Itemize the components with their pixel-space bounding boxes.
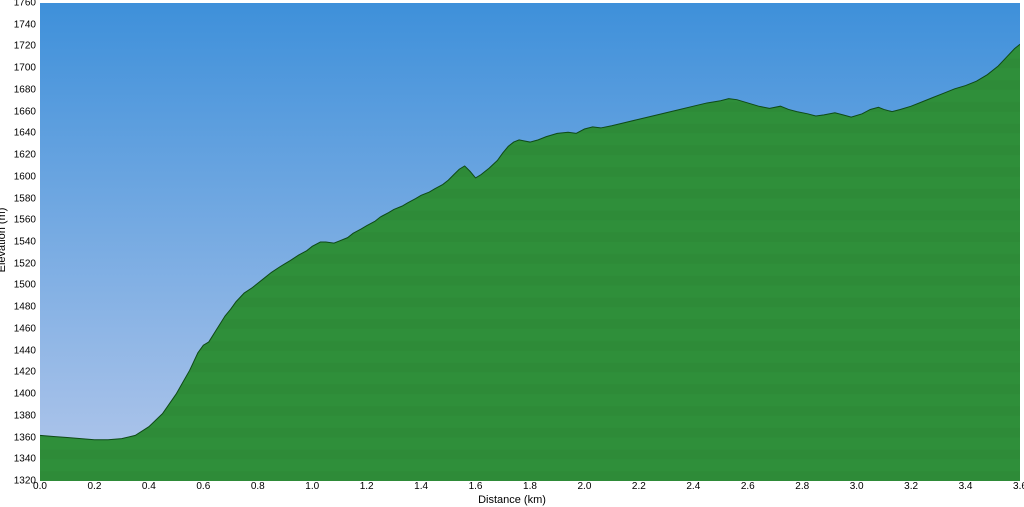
y-tick-label: 1440	[14, 345, 36, 356]
y-tick-label: 1340	[14, 454, 36, 465]
y-tick-label: 1600	[14, 171, 36, 182]
y-tick-label: 1680	[14, 84, 36, 95]
x-tick-label: 1.0	[305, 481, 319, 492]
y-tick-label: 1520	[14, 258, 36, 269]
y-tick-label: 1700	[14, 63, 36, 74]
y-tick-label: 1640	[14, 128, 36, 139]
y-tick-label: 1360	[14, 432, 36, 443]
x-tick-label: 3.4	[959, 481, 973, 492]
x-tick-label: 3.0	[850, 481, 864, 492]
y-tick-label: 1540	[14, 237, 36, 248]
x-tick-label: 0.2	[87, 481, 101, 492]
y-tick-label: 1660	[14, 106, 36, 117]
x-tick-label: 0.8	[251, 481, 265, 492]
elevation-chart: Elevation (m) 13201340136013801400142014…	[0, 0, 1024, 507]
y-tick-label: 1580	[14, 193, 36, 204]
x-tick-label: 0.0	[33, 481, 47, 492]
x-tick-label: 1.8	[523, 481, 537, 492]
x-axis-labels: 0.00.20.40.60.81.01.21.41.61.82.02.22.42…	[40, 481, 1020, 495]
x-tick-label: 0.4	[142, 481, 156, 492]
y-tick-label: 1620	[14, 150, 36, 161]
y-tick-label: 1560	[14, 215, 36, 226]
x-tick-label: 2.4	[686, 481, 700, 492]
x-tick-label: 3.6	[1013, 481, 1024, 492]
x-tick-label: 2.0	[577, 481, 591, 492]
y-tick-label: 1400	[14, 389, 36, 400]
x-axis-title: Distance (km)	[478, 494, 546, 506]
y-tick-label: 1460	[14, 323, 36, 334]
y-tick-label: 1420	[14, 367, 36, 378]
x-tick-label: 2.6	[741, 481, 755, 492]
x-tick-label: 1.2	[360, 481, 374, 492]
plot-area	[40, 3, 1020, 481]
x-tick-label: 1.4	[414, 481, 428, 492]
y-tick-label: 1500	[14, 280, 36, 291]
y-axis-labels: 1320134013601380140014201440146014801500…	[0, 3, 38, 481]
y-tick-label: 1740	[14, 19, 36, 30]
y-tick-label: 1380	[14, 410, 36, 421]
x-tick-label: 0.6	[196, 481, 210, 492]
y-tick-label: 1760	[14, 0, 36, 9]
y-tick-label: 1720	[14, 41, 36, 52]
x-tick-label: 2.8	[795, 481, 809, 492]
x-tick-label: 1.6	[469, 481, 483, 492]
y-tick-label: 1480	[14, 302, 36, 313]
x-tick-label: 3.2	[904, 481, 918, 492]
x-tick-label: 2.2	[632, 481, 646, 492]
